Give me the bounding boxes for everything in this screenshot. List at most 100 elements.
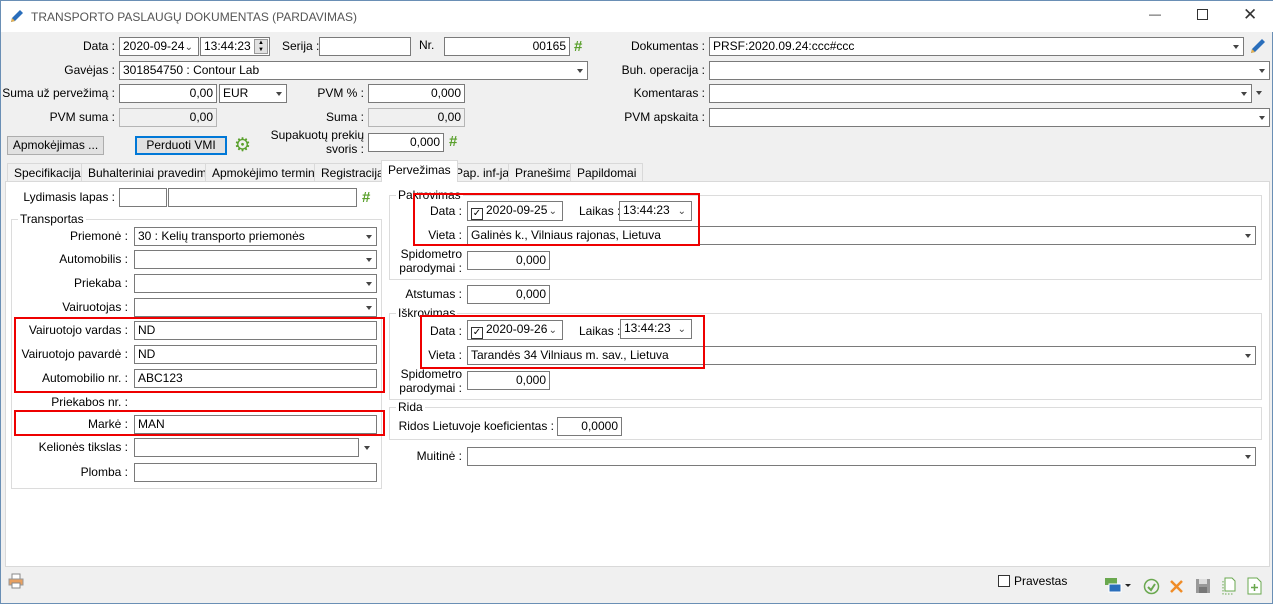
atstumas-input[interactable]: 0,000 <box>467 285 550 304</box>
iskrovimas-time-picker[interactable]: 13:44:23 ⌄ <box>620 319 692 339</box>
iskrovimas-date-label: Data : <box>429 324 462 338</box>
iskrovimas-vieta-label: Vieta : <box>428 348 462 362</box>
pakrovimas-spid-input[interactable]: 0,000 <box>467 251 550 270</box>
save-disk-icon[interactable] <box>1195 578 1211 594</box>
pakrovimas-time-picker[interactable]: 13:44:23 ⌄ <box>619 201 692 221</box>
iskrovimas-date-value: 2020-09-26 <box>486 322 548 336</box>
serija-label: Serija : <box>282 39 320 53</box>
minimize-button[interactable]: — <box>1149 7 1161 21</box>
gavejas-label: Gavėjas : <box>64 63 115 77</box>
priemone-combo[interactable]: 30 : Kelių transporto priemonės <box>134 227 377 246</box>
time-spinner[interactable]: 13:44:23 ▲ ▼ <box>200 37 270 56</box>
gear-icon[interactable]: ⚙ <box>234 135 252 156</box>
vairuotojas-label: Vairuotojas : <box>62 300 128 314</box>
priemone-value: 30 : Kelių transporto priemonės <box>138 229 305 243</box>
gavejas-combo[interactable]: 301854750 : Contour Lab <box>119 61 588 80</box>
dropdown-arrow-icon <box>1245 455 1251 459</box>
transportas-title: Transportas <box>18 212 86 226</box>
dropdown-arrow-icon <box>276 92 282 96</box>
suma-uz-label: Suma už pervežimą : <box>2 86 115 100</box>
copy-document-icon[interactable] <box>1221 577 1237 595</box>
nr-input[interactable]: 00165 <box>444 37 570 56</box>
dropdown-arrow-icon <box>366 235 372 239</box>
pravestas-checkbox[interactable] <box>998 575 1010 587</box>
iskrovimas-vieta-combo[interactable]: Tarandės 34 Vilniaus m. sav., Lietuva <box>467 346 1256 365</box>
vardas-input[interactable]: ND <box>134 321 377 340</box>
dropdown-arrow-icon <box>1241 92 1247 96</box>
hash-icon[interactable]: # <box>449 133 458 150</box>
window-title: TRANSPORTO PASLAUGŲ DOKUMENTAS (PARDAVIM… <box>31 10 358 24</box>
svoris-label-line2: svoris : <box>325 142 364 156</box>
hash-icon[interactable]: # <box>362 189 371 206</box>
date-picker[interactable]: 2020-09-24 ⌄ <box>119 37 199 56</box>
iskrovimas-spid-input[interactable]: 0,000 <box>467 371 550 390</box>
layout-menu-icon[interactable] <box>1104 576 1132 594</box>
koef-input[interactable]: 0,0000 <box>557 417 622 436</box>
dokumentas-value: PRSF:2020.09.24:ccc#ccc <box>713 39 855 53</box>
priekaba-label: Priekaba : <box>73 276 128 290</box>
buh-operacija-combo[interactable] <box>709 61 1270 80</box>
dropdown-arrow-icon <box>366 282 372 286</box>
pakrovimas-vieta-label: Vieta : <box>428 228 462 242</box>
iskrovimas-date-picker[interactable]: ✓ 2020-09-26 ⌄ <box>467 320 563 340</box>
komentaras-combo[interactable] <box>709 84 1252 103</box>
maximize-button[interactable] <box>1197 9 1208 20</box>
svoris-input[interactable]: 0,000 <box>368 133 444 152</box>
pvm-apskaita-combo[interactable] <box>709 108 1270 127</box>
tab-registracija[interactable]: Registracija <box>314 163 391 182</box>
dropdown-arrow-icon <box>1245 354 1251 358</box>
new-document-icon[interactable] <box>1247 577 1263 595</box>
hash-icon[interactable]: # <box>574 38 583 55</box>
lydimasis-series-input[interactable] <box>119 188 167 207</box>
checkbox-checked-icon[interactable]: ✓ <box>471 208 483 220</box>
tab-papildomai[interactable]: Papildomai <box>570 163 644 182</box>
suma-uz-input[interactable]: 0,00 <box>119 84 217 103</box>
date-value: 2020-09-24 <box>123 39 185 53</box>
serija-input[interactable] <box>319 37 411 56</box>
confirm-check-icon[interactable] <box>1143 578 1160 595</box>
chevron-down-icon: ⌄ <box>548 206 557 217</box>
tikslas-dropdown-arrow-icon[interactable] <box>364 446 370 450</box>
checkbox-checked-icon[interactable]: ✓ <box>471 327 483 339</box>
close-button[interactable]: ✕ <box>1243 5 1258 24</box>
currency-combo[interactable]: EUR <box>219 84 287 103</box>
dropdown-arrow-icon <box>1233 45 1239 49</box>
rida-group: Rida <box>389 400 1262 440</box>
chevron-down-icon: ⌄ <box>677 324 686 335</box>
dropdown-arrow-icon <box>577 69 583 73</box>
pvm-pct-input[interactable]: 0,000 <box>368 84 465 103</box>
komentaras-dropdown-arrow-icon[interactable] <box>1256 91 1262 95</box>
tab-specifikacija[interactable]: Specifikacija <box>7 163 88 182</box>
pakrovimas-time-value: 13:44:23 <box>623 203 670 217</box>
pakrovimas-date-picker[interactable]: ✓ 2020-09-25 ⌄ <box>467 201 563 221</box>
tab-pap-inf-ja[interactable]: Pap. inf-ja <box>448 163 517 182</box>
tab-pervezimas[interactable]: Pervežimas <box>381 160 458 182</box>
tab-buhalteriniai-pravedimai[interactable]: Buhalteriniai pravedimai <box>81 163 224 182</box>
suma-label: Suma : <box>325 110 364 124</box>
perduoti-vmi-button[interactable]: Perduoti VMI <box>135 136 227 155</box>
printer-icon[interactable] <box>8 573 24 589</box>
vairuotojas-combo[interactable] <box>134 298 377 317</box>
dokumentas-label: Dokumentas : <box>630 39 705 53</box>
lydimasis-number-input[interactable] <box>168 188 357 207</box>
automobilis-combo[interactable] <box>134 250 377 269</box>
pakrovimas-vieta-combo[interactable]: Galinės k., Vilniaus rajonas, Lietuva <box>467 226 1256 245</box>
tikslas-input[interactable] <box>134 438 359 457</box>
plomba-input[interactable] <box>134 463 377 482</box>
tab-pranesimai[interactable]: Pranešimai <box>508 163 583 182</box>
muitine-combo[interactable] <box>467 447 1256 466</box>
auto-nr-input[interactable]: ABC123 <box>134 369 377 388</box>
tikslas-label: Kelionės tikslas : <box>38 440 128 454</box>
svoris-label: Supakuotų prekių svoris : <box>271 128 364 156</box>
spinner-icon[interactable]: ▲ ▼ <box>254 39 268 54</box>
tab-apmokejimo-terminas[interactable]: Apmokėjimo terminas <box>205 163 335 182</box>
marke-input[interactable]: MAN <box>134 415 377 434</box>
dokumentas-combo[interactable]: PRSF:2020.09.24:ccc#ccc <box>709 37 1244 56</box>
apmokejimas-button[interactable]: Apmokėjimas ... <box>7 136 104 155</box>
cancel-x-icon[interactable] <box>1169 579 1184 594</box>
edit-pencil-icon[interactable] <box>1249 37 1267 55</box>
pavarde-input[interactable]: ND <box>134 345 377 364</box>
svoris-label-line1: Supakuotų prekių <box>270 128 364 142</box>
muitine-label: Muitinė : <box>416 449 462 463</box>
priekaba-combo[interactable] <box>134 274 377 293</box>
